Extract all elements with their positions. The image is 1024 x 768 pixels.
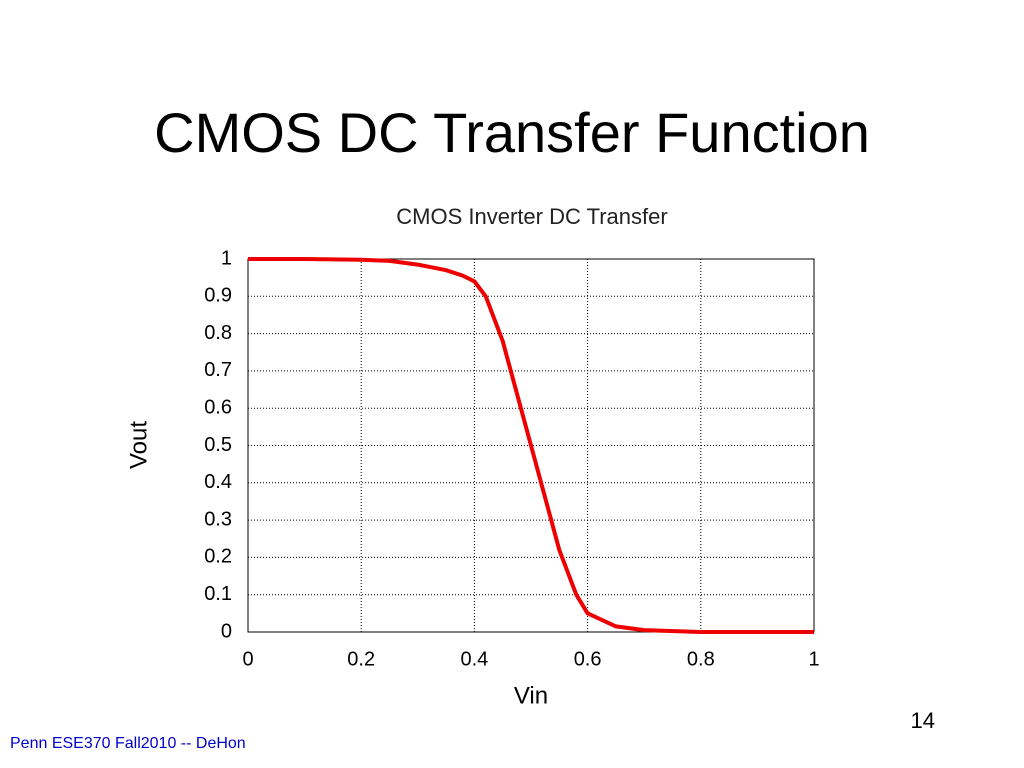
y-tick-label: 0.9 bbox=[204, 285, 232, 307]
y-tick-label: 0.5 bbox=[204, 434, 232, 456]
y-tick-label: 0 bbox=[221, 620, 232, 642]
slide-title: CMOS DC Transfer Function bbox=[154, 101, 870, 164]
y-axis-label: Vout bbox=[125, 421, 152, 469]
x-tick-label: 0 bbox=[242, 648, 253, 670]
x-tick-label: 0.6 bbox=[574, 648, 602, 670]
y-tick-label: 1 bbox=[221, 247, 232, 269]
chart-title: CMOS Inverter DC Transfer bbox=[396, 204, 667, 229]
data-line bbox=[248, 257, 814, 634]
page-number: 14 bbox=[911, 708, 935, 733]
x-tick-label: 0.4 bbox=[460, 648, 488, 670]
footer: Penn ESE370 Fall2010 -- DeHon bbox=[10, 735, 246, 752]
y-tick-label: 0.7 bbox=[204, 359, 232, 381]
x-tick-label: 1 bbox=[808, 648, 819, 670]
y-tick-label: 0.8 bbox=[204, 322, 232, 344]
x-tick-label: 0.8 bbox=[687, 648, 715, 670]
x-tick-label: 0.2 bbox=[347, 648, 375, 670]
x-axis-label: Vin bbox=[514, 682, 548, 709]
y-tick-label: 0.4 bbox=[204, 471, 232, 493]
y-tick-label: 0.1 bbox=[204, 583, 232, 605]
y-tick-label: 0.6 bbox=[204, 396, 232, 418]
y-tick-label: 0.2 bbox=[204, 546, 232, 568]
y-tick-label: 0.3 bbox=[204, 508, 232, 530]
